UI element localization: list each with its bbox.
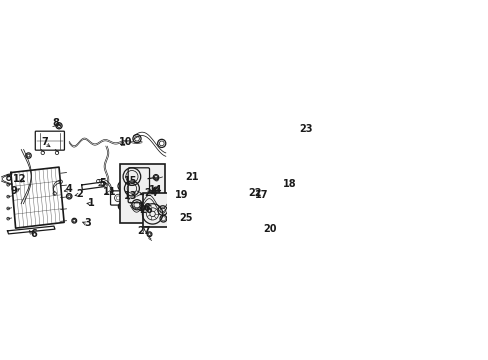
Text: 12: 12 [13, 174, 27, 184]
Text: 5: 5 [100, 179, 106, 188]
Text: 3: 3 [84, 219, 91, 228]
Text: 24: 24 [143, 188, 157, 198]
Text: 1: 1 [88, 198, 94, 208]
Text: 17: 17 [255, 190, 268, 200]
Text: 11: 11 [103, 187, 116, 197]
Text: 10: 10 [119, 137, 132, 147]
Text: 16: 16 [138, 203, 151, 213]
Text: 4: 4 [65, 184, 72, 194]
Text: 9: 9 [11, 186, 18, 196]
Text: 7: 7 [41, 137, 48, 147]
Bar [120, 164, 164, 224]
Text: 8: 8 [52, 118, 59, 128]
Text: 26: 26 [140, 205, 153, 215]
Text: 23: 23 [299, 124, 312, 134]
Text: 25: 25 [179, 213, 192, 223]
Text: 14: 14 [148, 185, 162, 195]
Text: 15: 15 [124, 176, 137, 186]
Text: 21: 21 [185, 172, 198, 182]
Text: 18: 18 [282, 179, 296, 189]
Text: 20: 20 [263, 224, 276, 234]
Text: 13: 13 [124, 191, 137, 201]
Text: 27: 27 [138, 226, 151, 236]
Text: 6: 6 [30, 229, 37, 239]
Text: 22: 22 [248, 188, 261, 198]
Text: 19: 19 [175, 190, 188, 200]
Text: 2: 2 [76, 189, 82, 199]
Bar [143, 193, 170, 227]
